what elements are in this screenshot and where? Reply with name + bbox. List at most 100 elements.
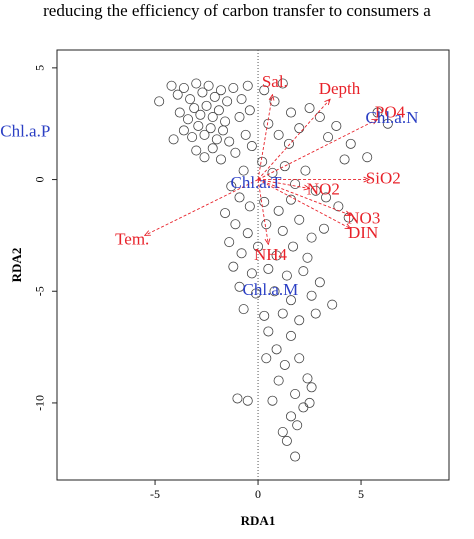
point	[302, 373, 313, 384]
point	[286, 107, 297, 118]
point	[236, 248, 247, 259]
point	[288, 241, 299, 252]
vector-arrow	[257, 119, 377, 180]
point	[191, 78, 202, 89]
point	[286, 194, 297, 205]
point	[286, 411, 297, 422]
point	[257, 156, 268, 167]
y-tick-label: 0	[33, 177, 47, 183]
point	[290, 388, 301, 399]
vector-arrow	[257, 179, 309, 189]
plot-frame	[56, 49, 450, 481]
point	[242, 395, 253, 406]
point	[246, 268, 257, 279]
point	[269, 286, 280, 297]
point	[321, 192, 332, 203]
point	[244, 105, 255, 116]
point	[240, 129, 251, 140]
point	[259, 310, 270, 321]
caption: reducing the efficiency of carbon transf…	[43, 1, 431, 20]
point	[306, 232, 317, 243]
point	[382, 118, 393, 129]
vector-label: NO2	[307, 179, 340, 198]
point	[224, 237, 235, 248]
x-tick-label: 5	[358, 487, 364, 501]
point	[215, 85, 226, 96]
point	[205, 123, 216, 134]
point	[286, 330, 297, 341]
point	[259, 196, 270, 207]
point	[168, 134, 179, 145]
point	[201, 100, 212, 111]
point	[294, 315, 305, 326]
point	[220, 208, 231, 219]
point	[281, 270, 292, 281]
point	[294, 353, 305, 364]
point	[372, 107, 383, 118]
point	[178, 82, 189, 93]
point	[292, 420, 303, 431]
point	[271, 344, 282, 355]
point	[294, 123, 305, 134]
point	[279, 359, 290, 370]
vector-arrow	[257, 179, 351, 229]
y-tick-label: -10	[33, 395, 47, 411]
point	[273, 205, 284, 216]
point	[183, 114, 194, 125]
point	[238, 165, 249, 176]
point	[224, 136, 235, 147]
point	[269, 96, 280, 107]
point	[281, 435, 292, 446]
point	[207, 112, 218, 123]
point	[283, 138, 294, 149]
point	[218, 125, 229, 136]
point	[211, 134, 222, 145]
point	[232, 393, 243, 404]
species-label: Chl.a.P	[0, 122, 50, 141]
point	[253, 241, 264, 252]
point	[193, 120, 204, 131]
point	[236, 94, 247, 105]
point	[263, 326, 274, 337]
point	[345, 138, 356, 149]
point	[310, 308, 321, 319]
vector-arrow	[145, 179, 259, 236]
point	[234, 281, 245, 292]
point	[222, 96, 233, 107]
point	[259, 85, 270, 96]
point	[209, 91, 220, 102]
point	[306, 290, 317, 301]
point	[277, 225, 288, 236]
point	[300, 165, 311, 176]
point	[314, 277, 325, 288]
point	[331, 120, 342, 131]
point	[220, 116, 231, 127]
vector-arrow	[257, 179, 268, 245]
point	[242, 228, 253, 239]
point	[154, 96, 165, 107]
vector-label: NO3	[347, 209, 380, 228]
point	[207, 143, 218, 154]
point	[327, 299, 338, 310]
y-tick-label: -5	[33, 286, 47, 296]
point	[277, 78, 288, 89]
species-label: Chl.a.M	[243, 280, 299, 299]
point	[195, 109, 206, 120]
vector-label: Tem.	[115, 230, 149, 249]
y-axis-label: RDA2	[9, 248, 24, 283]
point	[199, 152, 210, 163]
point	[185, 94, 196, 105]
point	[166, 80, 177, 91]
point	[302, 252, 313, 263]
point	[230, 147, 241, 158]
x-tick-label: 0	[255, 487, 261, 501]
point	[191, 145, 202, 156]
point	[261, 219, 272, 230]
point	[242, 80, 253, 91]
y-tick-label: 5	[33, 65, 47, 71]
vector-label: Sal.	[262, 72, 288, 91]
point	[197, 87, 208, 98]
species-label: Chl.a.T	[230, 173, 282, 192]
point	[234, 112, 245, 123]
point	[250, 288, 261, 299]
